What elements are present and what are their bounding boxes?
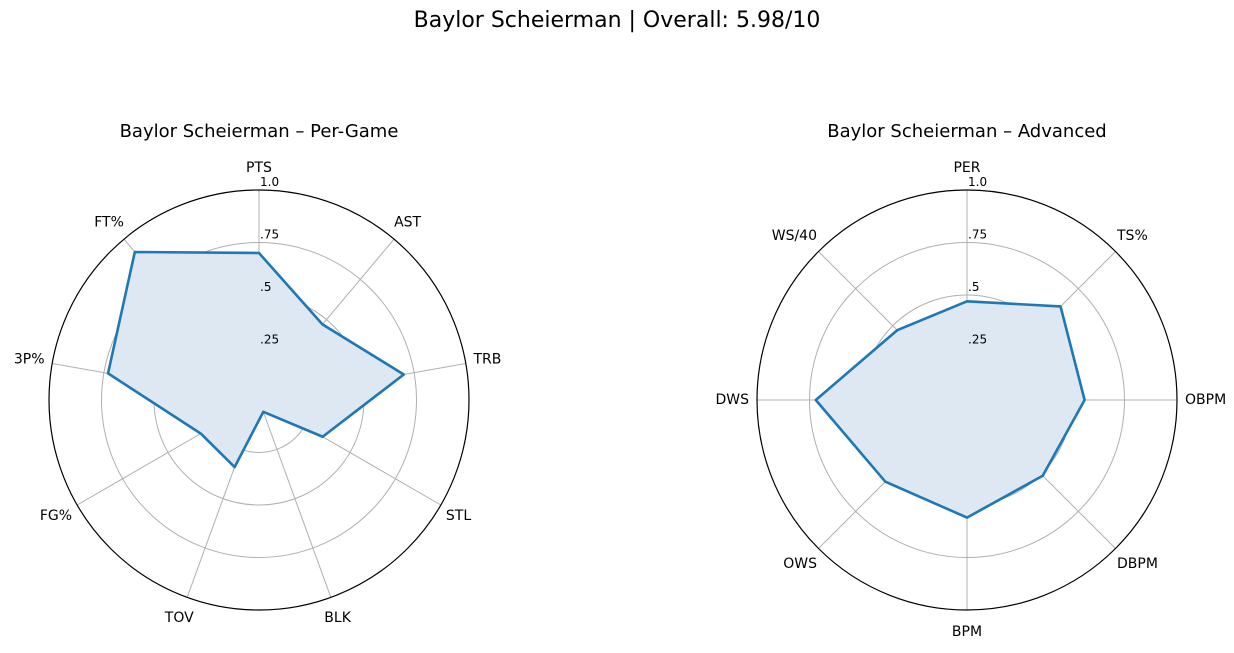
- outer-circle: [48, 189, 470, 611]
- category-label-3p-pct: 3P%: [14, 352, 45, 368]
- series-line: [106, 250, 406, 469]
- category-label-fg-pct: FG%: [40, 508, 72, 524]
- r-tick-label: 1.0: [968, 175, 987, 189]
- category-label-ws-40: WS/40: [772, 228, 817, 244]
- category-label-ts-pct: TS%: [1116, 228, 1148, 244]
- category-label-bpm: BPM: [952, 624, 982, 640]
- category-label-dbpm: DBPM: [1117, 556, 1158, 572]
- series-area: [108, 252, 404, 468]
- category-label-ft-pct: FT%: [94, 214, 124, 230]
- category-label-ast: AST: [394, 214, 421, 230]
- category-label-ows: OWS: [783, 556, 817, 572]
- r-tick-label: .5: [260, 280, 271, 294]
- r-tick-label: .25: [260, 333, 279, 347]
- r-tick-label: .75: [260, 228, 279, 242]
- spoke-blk: [258, 399, 332, 598]
- category-label-obpm: OBPM: [1185, 392, 1226, 408]
- subplot-title: Baylor Scheierman – Advanced: [827, 121, 1106, 142]
- category-label-dws: DWS: [715, 392, 749, 408]
- category-label-stl: STL: [446, 508, 471, 524]
- category-label-tov: TOV: [164, 610, 194, 626]
- figure-title: Baylor Scheierman | Overall: 5.98/10: [413, 8, 821, 33]
- category-label-pts: PTS: [246, 160, 272, 176]
- radar-chart-2: Baylor Scheierman – Advanced .25 .5 .75 1.0P…: [715, 121, 1226, 640]
- subplot-title: Baylor Scheierman – Per-Game: [120, 121, 399, 142]
- category-label-trb: TRB: [473, 352, 502, 368]
- r-tick-label: .25: [968, 333, 987, 347]
- r-tick-label: .5: [968, 280, 979, 294]
- series-area: [815, 301, 1085, 518]
- radar-chart-1: Baylor Scheierman – Per-Game .25 .5 .75 1.0P…: [14, 121, 502, 626]
- outer-circle: [756, 189, 1178, 611]
- r-tick-label: 1.0: [260, 175, 279, 189]
- category-label-blk: BLK: [324, 610, 351, 626]
- series-line: [814, 299, 1086, 519]
- r-tick-label: .75: [968, 228, 987, 242]
- category-label-per: PER: [953, 160, 980, 176]
